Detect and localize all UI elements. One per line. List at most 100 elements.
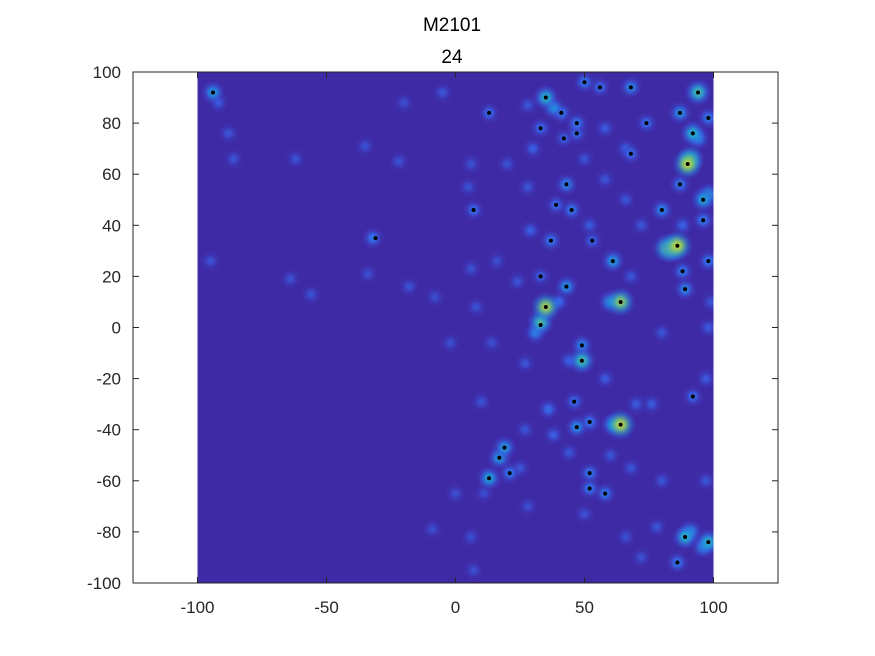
heatmap-blob: [486, 251, 507, 272]
marker-point: [587, 486, 592, 491]
marker-point: [471, 207, 476, 212]
heatmap-blob: [361, 226, 385, 250]
heatmap-blob: [615, 189, 636, 210]
y-tick-label: 40: [102, 216, 121, 235]
axis-ticks: -100 -50 0 50 100 -100 -80 -60 -40 -20 0 20 40 60 80 10…: [87, 63, 778, 617]
marker-point: [706, 540, 711, 545]
heatmap-blob: [615, 527, 636, 547]
marker-point: [610, 259, 615, 264]
marker-point: [543, 95, 548, 100]
y-tick-label: 0: [112, 319, 121, 338]
marker-point: [677, 110, 682, 115]
heatmap-blob: [200, 251, 221, 272]
chart-title: M2101: [423, 15, 481, 36]
marker-points: [210, 80, 711, 565]
heatmap-blob: [631, 215, 652, 236]
marker-point: [675, 243, 680, 248]
heatmap-blob: [631, 547, 652, 568]
heatmap-blob: [600, 445, 621, 466]
y-tick-label: 80: [102, 114, 121, 133]
heatmap-blob: [651, 322, 673, 343]
x-tick-label: 0: [451, 598, 460, 617]
heatmap-blob: [471, 391, 492, 412]
marker-point: [696, 90, 701, 95]
marker-point: [579, 358, 584, 363]
x-tick-label: -100: [180, 598, 214, 617]
heatmap-blob: [574, 503, 595, 525]
heatmap-blob: [517, 496, 538, 517]
marker-point: [572, 399, 577, 404]
marker-point: [701, 197, 706, 202]
marker-point: [538, 126, 543, 131]
marker-point: [487, 476, 492, 481]
heatmap-blob: [543, 424, 564, 446]
heatmap-blob: [625, 393, 647, 415]
marker-point: [543, 305, 548, 310]
marker-point: [618, 299, 623, 304]
heatmap-blob: [280, 268, 301, 290]
marker-point: [587, 420, 592, 425]
marker-point: [706, 259, 711, 264]
heatmap-blob: [460, 153, 482, 175]
marker-point: [559, 110, 564, 115]
marker-point: [579, 343, 584, 348]
marker-point: [569, 207, 574, 212]
marker-point: [683, 535, 688, 540]
marker-point: [574, 131, 579, 136]
marker-point: [683, 287, 688, 292]
heatmap-blob: [424, 286, 445, 307]
y-tick-label: 100: [93, 63, 121, 82]
heatmap-blob: [695, 528, 714, 556]
marker-point: [603, 491, 608, 496]
heatmap-blob: [445, 483, 466, 504]
marker-point: [373, 236, 378, 241]
heatmap-blob: [218, 123, 239, 144]
heatmap-blob: [651, 470, 673, 491]
marker-point: [507, 471, 512, 476]
heatmap-blob: [355, 136, 376, 157]
heatmap-blob: [300, 284, 322, 305]
heatmap-blob: [574, 148, 595, 169]
marker-point: [690, 131, 695, 136]
chart-subtitle: 24: [441, 47, 463, 68]
marker-point: [701, 218, 706, 223]
heatmap-blob: [517, 176, 538, 198]
marker-point: [628, 85, 633, 90]
y-tick-label: 20: [102, 267, 121, 286]
heatmap-blob: [519, 220, 541, 241]
marker-point: [690, 394, 695, 399]
heatmap-blob: [422, 519, 443, 540]
heatmap-blob: [285, 148, 306, 169]
heatmap-blob: [458, 176, 479, 198]
y-tick-label: -20: [96, 370, 121, 389]
heatmap-blob: [466, 297, 487, 318]
heatmap-blob: [223, 148, 244, 169]
marker-point: [582, 80, 587, 85]
marker-point: [487, 110, 492, 115]
y-tick-label: 60: [102, 165, 121, 184]
y-tick-label: -60: [96, 472, 121, 491]
heatmap-blob: [698, 317, 714, 338]
marker-point: [659, 207, 664, 212]
marker-point: [597, 85, 602, 90]
marker-point: [680, 269, 685, 274]
marker-point: [548, 238, 553, 243]
marker-point: [574, 121, 579, 126]
heatmap-blob: [595, 169, 616, 190]
marker-point: [210, 90, 215, 95]
heatmap-blob: [461, 527, 481, 547]
heatmap-blob: [517, 95, 538, 116]
marker-point: [618, 422, 623, 427]
heatmap-blob: [620, 266, 642, 287]
heatmap-blob: [697, 249, 714, 273]
x-tick-label: 50: [575, 598, 594, 617]
heatmap-blob: [463, 560, 484, 581]
marker-point: [554, 202, 559, 207]
heatmap-blob: [620, 457, 642, 479]
heatmap-blob: [594, 368, 616, 389]
marker-point: [538, 274, 543, 279]
y-tick-label: -40: [96, 421, 121, 440]
x-tick-label: -50: [314, 598, 339, 617]
heatmap-blob: [641, 393, 662, 415]
